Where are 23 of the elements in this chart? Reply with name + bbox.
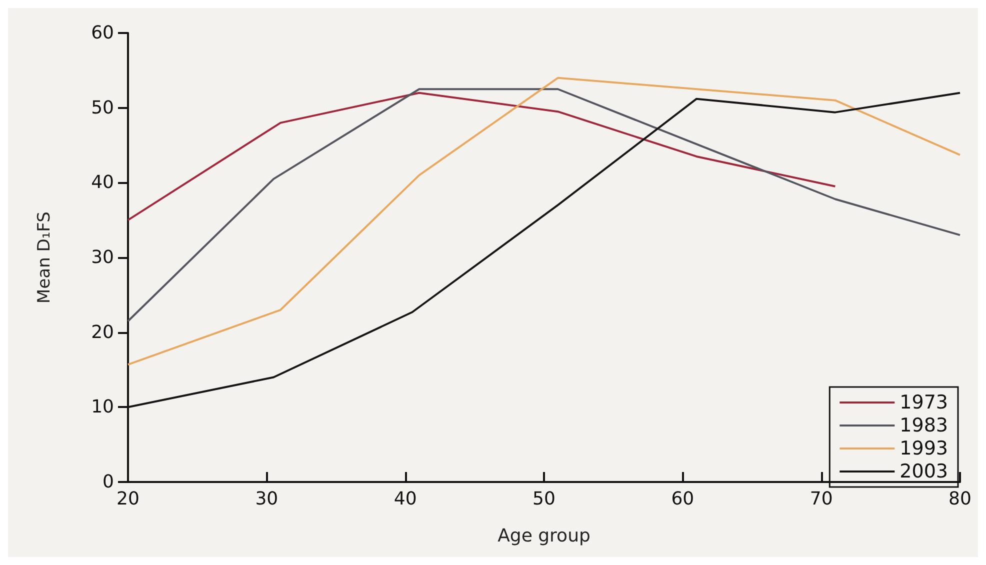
y-tick-label: 0 bbox=[102, 472, 114, 492]
legend-label: 1983 bbox=[900, 414, 948, 436]
x-tick-label: 20 bbox=[116, 488, 140, 510]
y-tick-label: 40 bbox=[91, 172, 114, 194]
x-tick-label: 70 bbox=[810, 488, 833, 510]
x-tick-label: 80 bbox=[948, 488, 972, 510]
y-tick-label: 20 bbox=[91, 322, 114, 343]
legend-label: 1993 bbox=[900, 438, 948, 460]
y-tick-label: 60 bbox=[91, 22, 114, 44]
y-tick-label: 50 bbox=[91, 97, 114, 118]
line-series bbox=[127, 92, 836, 222]
x-tick-label: 30 bbox=[255, 488, 278, 510]
legend-label: 2003 bbox=[900, 460, 948, 482]
x-tick-label: 40 bbox=[394, 488, 417, 510]
y-tick-label: 30 bbox=[91, 247, 114, 268]
x-axis-title: Age group bbox=[498, 526, 590, 546]
legend-label: 1973 bbox=[900, 392, 948, 414]
y-tick-label: 10 bbox=[91, 396, 114, 418]
x-tick-label: 60 bbox=[671, 488, 694, 510]
line-series bbox=[127, 76, 961, 366]
y-axis-title: Mean D₁FS bbox=[34, 212, 54, 304]
x-tick-label: 50 bbox=[532, 488, 556, 510]
line-series bbox=[127, 88, 961, 322]
